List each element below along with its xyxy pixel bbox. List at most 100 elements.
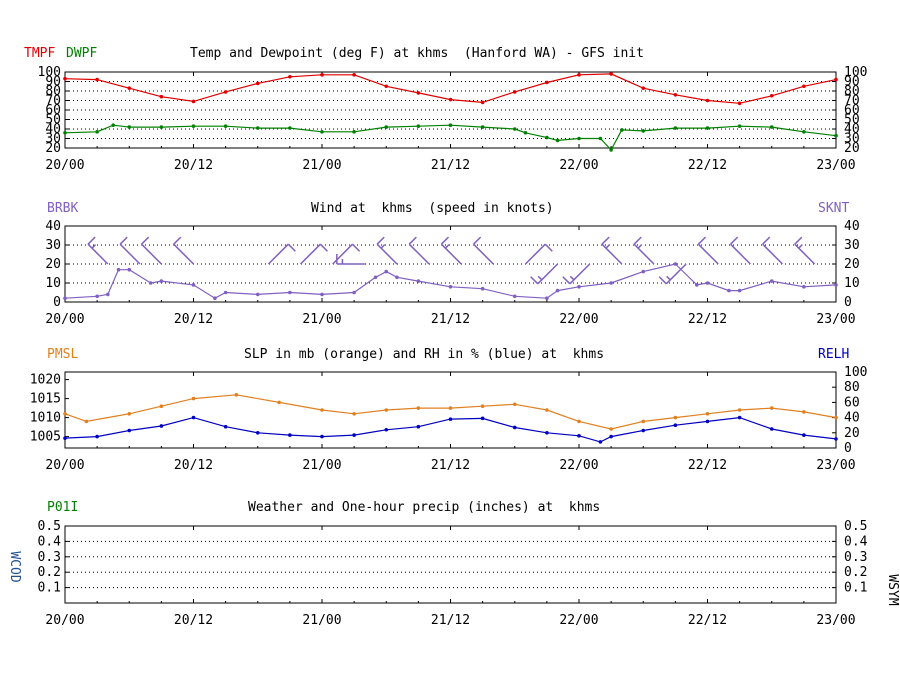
y-tick-label: 40 (844, 219, 860, 234)
dewpoint-point (609, 148, 613, 152)
y-tick-label: 30 (45, 238, 61, 253)
wind-barb-feather (351, 243, 361, 252)
dewpoint-point (555, 138, 560, 143)
temperature-point (191, 99, 196, 104)
y-tick-label: 20 (45, 257, 61, 272)
wind-barb-shaft (300, 243, 321, 265)
wind-speed-point (609, 281, 613, 285)
y-tick-label: 0.1 (38, 581, 61, 596)
dewpoint-point (737, 124, 742, 128)
temperature-point (834, 77, 838, 82)
wind-barb-shaft (87, 243, 109, 265)
precip-chart-title: Weather and One-hour precip (inches) at … (248, 500, 600, 515)
temperature-point (480, 100, 485, 105)
wind-barb-shaft (267, 243, 289, 265)
humidity-point (416, 424, 421, 429)
humidity-point (598, 440, 603, 444)
y-tick-label: 20 (844, 141, 860, 156)
wind-speed-point (384, 269, 389, 274)
y-tick-label: 0.5 (844, 519, 867, 534)
y-tick-label: 0.3 (844, 550, 867, 565)
temperature-point (737, 101, 742, 106)
pressure-point (834, 415, 838, 420)
pressure-point (352, 412, 356, 416)
wind-speed-point (116, 267, 121, 272)
y-tick-label: 40 (844, 411, 860, 426)
wind-barb-feather (697, 236, 707, 245)
humidity-point (63, 436, 67, 440)
pressure-series-label: PMSL (47, 347, 78, 362)
wind-barb (332, 243, 361, 265)
wind-barb-shaft (697, 243, 719, 265)
wind-barb-shaft (408, 243, 430, 265)
pressure-point (737, 408, 742, 412)
humidity-point (255, 431, 260, 435)
y-tick-label: 30 (844, 238, 860, 253)
dewpoint-point (769, 125, 774, 129)
plot-frame (64, 71, 837, 149)
pressure-chart-title: SLP in mb (orange) and RH in % (blue) at… (244, 347, 604, 362)
dewpoint-point (545, 135, 549, 140)
wind-barb-feather (658, 276, 667, 285)
y-tick-label: 10 (844, 276, 860, 291)
wind-chart-title: Wind at khms (speed in knots) (311, 201, 554, 216)
dewpoint-point (802, 130, 806, 134)
y-tick-label: 60 (45, 103, 61, 118)
dewpoint-point (384, 125, 389, 129)
y-tick-label: 0.3 (38, 550, 61, 565)
temperature-series-label: TMPF (24, 46, 55, 61)
pressure-point (320, 408, 324, 412)
temperature-point (223, 90, 228, 94)
temperature-point (255, 81, 260, 86)
wind-speed-point (577, 285, 581, 289)
dewpoint-point (673, 126, 678, 130)
humidity-point (737, 415, 742, 420)
dewpoint-point (111, 123, 115, 127)
humidity-point (577, 434, 581, 438)
wind-barb (794, 236, 816, 265)
wind-speed-point (63, 296, 67, 301)
pressure-point (705, 412, 710, 416)
dewpoint-point (255, 126, 260, 130)
pressure-point (769, 406, 774, 410)
humidity-point (127, 428, 132, 433)
wind-barb-feather (408, 236, 417, 245)
temperature-point (320, 73, 324, 77)
wind-barb-feather (119, 236, 128, 245)
pressure-point (277, 400, 281, 405)
humidity-point (545, 431, 549, 435)
temperature-point (448, 97, 453, 102)
wind-barb-feather (440, 236, 450, 245)
wind-barb (601, 236, 623, 265)
wind-speed-point (148, 281, 153, 285)
y-tick-label: 0 (844, 295, 852, 310)
y-tick-label: 1015 (30, 392, 61, 407)
dewpoint-point (191, 124, 196, 128)
wind-speed-point (95, 294, 99, 299)
x-tick-label: 21/12 (431, 312, 470, 327)
pressure-point (802, 410, 806, 414)
wind-barb-shaft (633, 243, 655, 265)
wind-barb (300, 243, 328, 265)
wind-barb-half-feather (537, 275, 543, 281)
temperature-point (673, 93, 678, 97)
wind-barb (336, 254, 365, 265)
humidity-point (480, 416, 485, 421)
x-tick-label: 22/12 (688, 312, 727, 327)
temperature-point (352, 73, 356, 77)
wind-speed-point (512, 294, 517, 299)
y-tick-label: 0.5 (38, 519, 61, 534)
dewpoint-point (834, 133, 838, 138)
wind-speed-point (555, 288, 560, 293)
dewpoint-point (352, 130, 356, 134)
y-tick-label: 1005 (30, 430, 61, 445)
dewpoint-point (641, 129, 646, 133)
y-tick-label: 0.1 (844, 581, 867, 596)
wind-barb-shaft (473, 243, 494, 265)
temperature-point (159, 94, 164, 99)
wind-barb-feather (762, 236, 771, 245)
wind-barb (633, 236, 655, 265)
x-tick-label: 21/00 (302, 458, 341, 473)
wind-barb (473, 236, 494, 265)
y-tick-label: 90 (844, 75, 860, 90)
